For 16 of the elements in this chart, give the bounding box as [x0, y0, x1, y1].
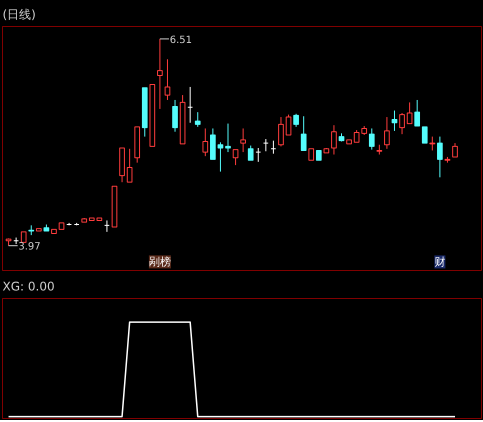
- text: 财: [434, 255, 446, 268]
- candlestick: [240, 128, 246, 153]
- chart-title: XG: 0.00: [2, 280, 55, 294]
- candlestick: [392, 110, 398, 132]
- candlestick: [437, 136, 443, 178]
- candlestick: [187, 86, 194, 124]
- candlestick: [157, 38, 163, 110]
- chart-title: (日线): [2, 8, 36, 22]
- candlestick: [429, 136, 436, 151]
- candlestick: [331, 124, 337, 156]
- annotation: 3.97: [18, 242, 41, 253]
- candlestick: [104, 220, 110, 232]
- candlestick: [384, 116, 390, 150]
- candlestick: [164, 58, 170, 100]
- annotation: 6.51: [170, 34, 192, 46]
- text: 剐榜: [148, 255, 171, 268]
